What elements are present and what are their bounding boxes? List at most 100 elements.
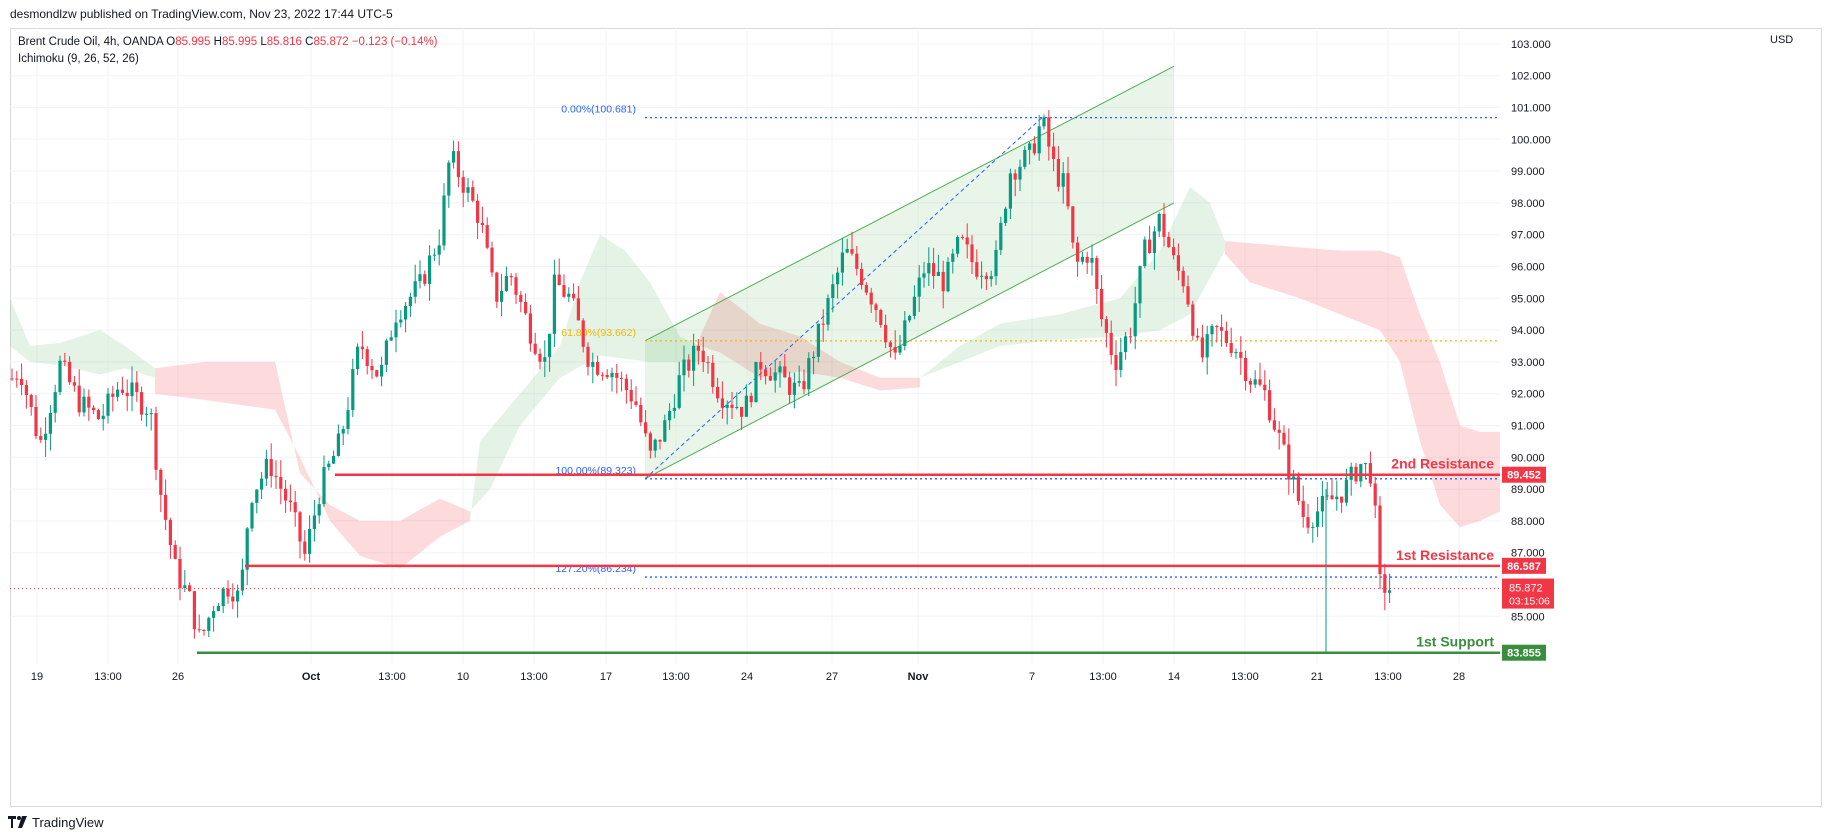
tradingview-brand[interactable]: TradingView [8,812,104,832]
candle-body [346,410,350,429]
candle-body [1152,231,1156,254]
candle-body [236,590,240,602]
fibonacci-levels[interactable]: 0.00%(100.681)61.80%(93.662)100.00%(89.3… [555,104,1500,578]
candle-body [1085,256,1089,263]
price-tick-label: 89.000 [1511,484,1545,496]
candle-body [408,296,412,307]
candle-body [288,500,292,503]
price-tick-label: 96.000 [1511,262,1545,274]
candle-body [1013,173,1017,180]
candle-body [893,347,897,353]
candle-body [1244,357,1248,381]
symbol-label[interactable]: Brent Crude Oil, 4h, OANDA [18,36,164,48]
currency-label: USD [1770,34,1794,46]
candle-body [202,630,206,632]
candle-body [221,588,225,607]
candle-body [1018,166,1022,180]
candle-body [216,606,220,612]
candle-body [1210,325,1214,335]
candle-body [164,494,168,520]
candle-body [159,469,163,495]
candle-body [903,320,907,346]
candle-body [1172,247,1176,256]
candle-body [1119,352,1123,370]
cloud-bullish [470,234,700,521]
candle-body [672,407,676,411]
channel-upper-line[interactable] [644,65,1175,342]
candle-body [154,413,158,470]
candle-body [989,276,993,280]
cloud-bearish [1225,241,1500,528]
time-axis[interactable]: 19 13:00 26 Oct 13:00 10 13:00 17 13:00 24 27 Nov 7 1… [31,671,1465,683]
fib-trend-line[interactable] [644,117,1043,480]
candle-body [768,376,772,381]
change-value: −0.123 (−0.14%) [351,36,438,48]
candle-body [840,252,844,273]
candle-body [1239,351,1243,358]
price-tick-label: 88.000 [1511,516,1545,528]
candle-body [10,378,14,380]
candle-body [250,502,254,529]
candle-body [836,272,840,285]
candle-body [485,225,489,248]
candle-body [941,271,945,292]
candle-body [783,366,787,378]
candle-body [552,274,556,334]
price-tick-label: 90.000 [1511,452,1545,464]
candle-body [1248,380,1252,385]
candle-body [1234,351,1238,354]
candle-body [1200,337,1204,358]
candle-body [39,436,43,440]
candle-body [1258,379,1262,385]
candle-body [749,395,753,403]
candle-body [687,359,691,371]
channel-fill [645,66,1174,479]
indicator-label[interactable]: Ichimoku (9, 26, 52, 26) [18,53,139,65]
rising-channel[interactable] [644,65,1175,480]
price-tick-label: 87.000 [1511,548,1545,560]
candle-body [514,277,518,295]
level-price-tag [1502,466,1546,483]
candle-body [490,247,494,273]
candle-body [888,342,892,348]
channel-lower-line[interactable] [644,202,1175,480]
candle-body [63,360,67,362]
candle-body [1292,476,1296,480]
candle-body [605,374,609,378]
candle-body [879,310,883,325]
price-tick-label: 100.000 [1511,134,1551,146]
candle-body [1162,213,1166,237]
candle-body [965,237,969,245]
candle-body [1095,258,1099,289]
candle-body [264,459,268,479]
candle-body [519,294,523,303]
candle-body [1176,255,1180,271]
candle-body [792,382,796,395]
price-axis[interactable]: 103.000 102.000 101.000 100.000 99.000 98.000… [1511,39,1551,623]
candle-body [1301,500,1305,518]
candle-body [682,359,686,376]
time-tick-label: 13:00 [1089,671,1117,683]
candle-body [327,463,331,468]
candle-body [197,629,201,631]
candle-body [994,249,998,277]
candle-body [360,346,364,350]
candle-body [720,398,724,408]
candle-body [850,249,854,254]
candle-body [456,151,460,178]
support-resistance-levels[interactable]: 2nd Resistance 89.452 1st Resistance 86.587… [197,456,1554,661]
candle-body [658,439,662,442]
candle-body [207,617,211,631]
candle-body [1071,206,1075,243]
chart-frame[interactable] [10,28,1822,807]
candle-body [375,370,379,377]
candle-body [1061,173,1065,187]
candle-body [600,374,604,376]
candle-body [1143,239,1147,267]
candle-body [586,346,590,367]
candle-body [668,410,672,421]
fib-level-label: 0.00%(100.681) [561,104,636,116]
chart-legend[interactable]: Brent Crude Oil, 4h, OANDA O85.995 H85.9… [18,34,438,68]
candle-body [528,313,532,344]
